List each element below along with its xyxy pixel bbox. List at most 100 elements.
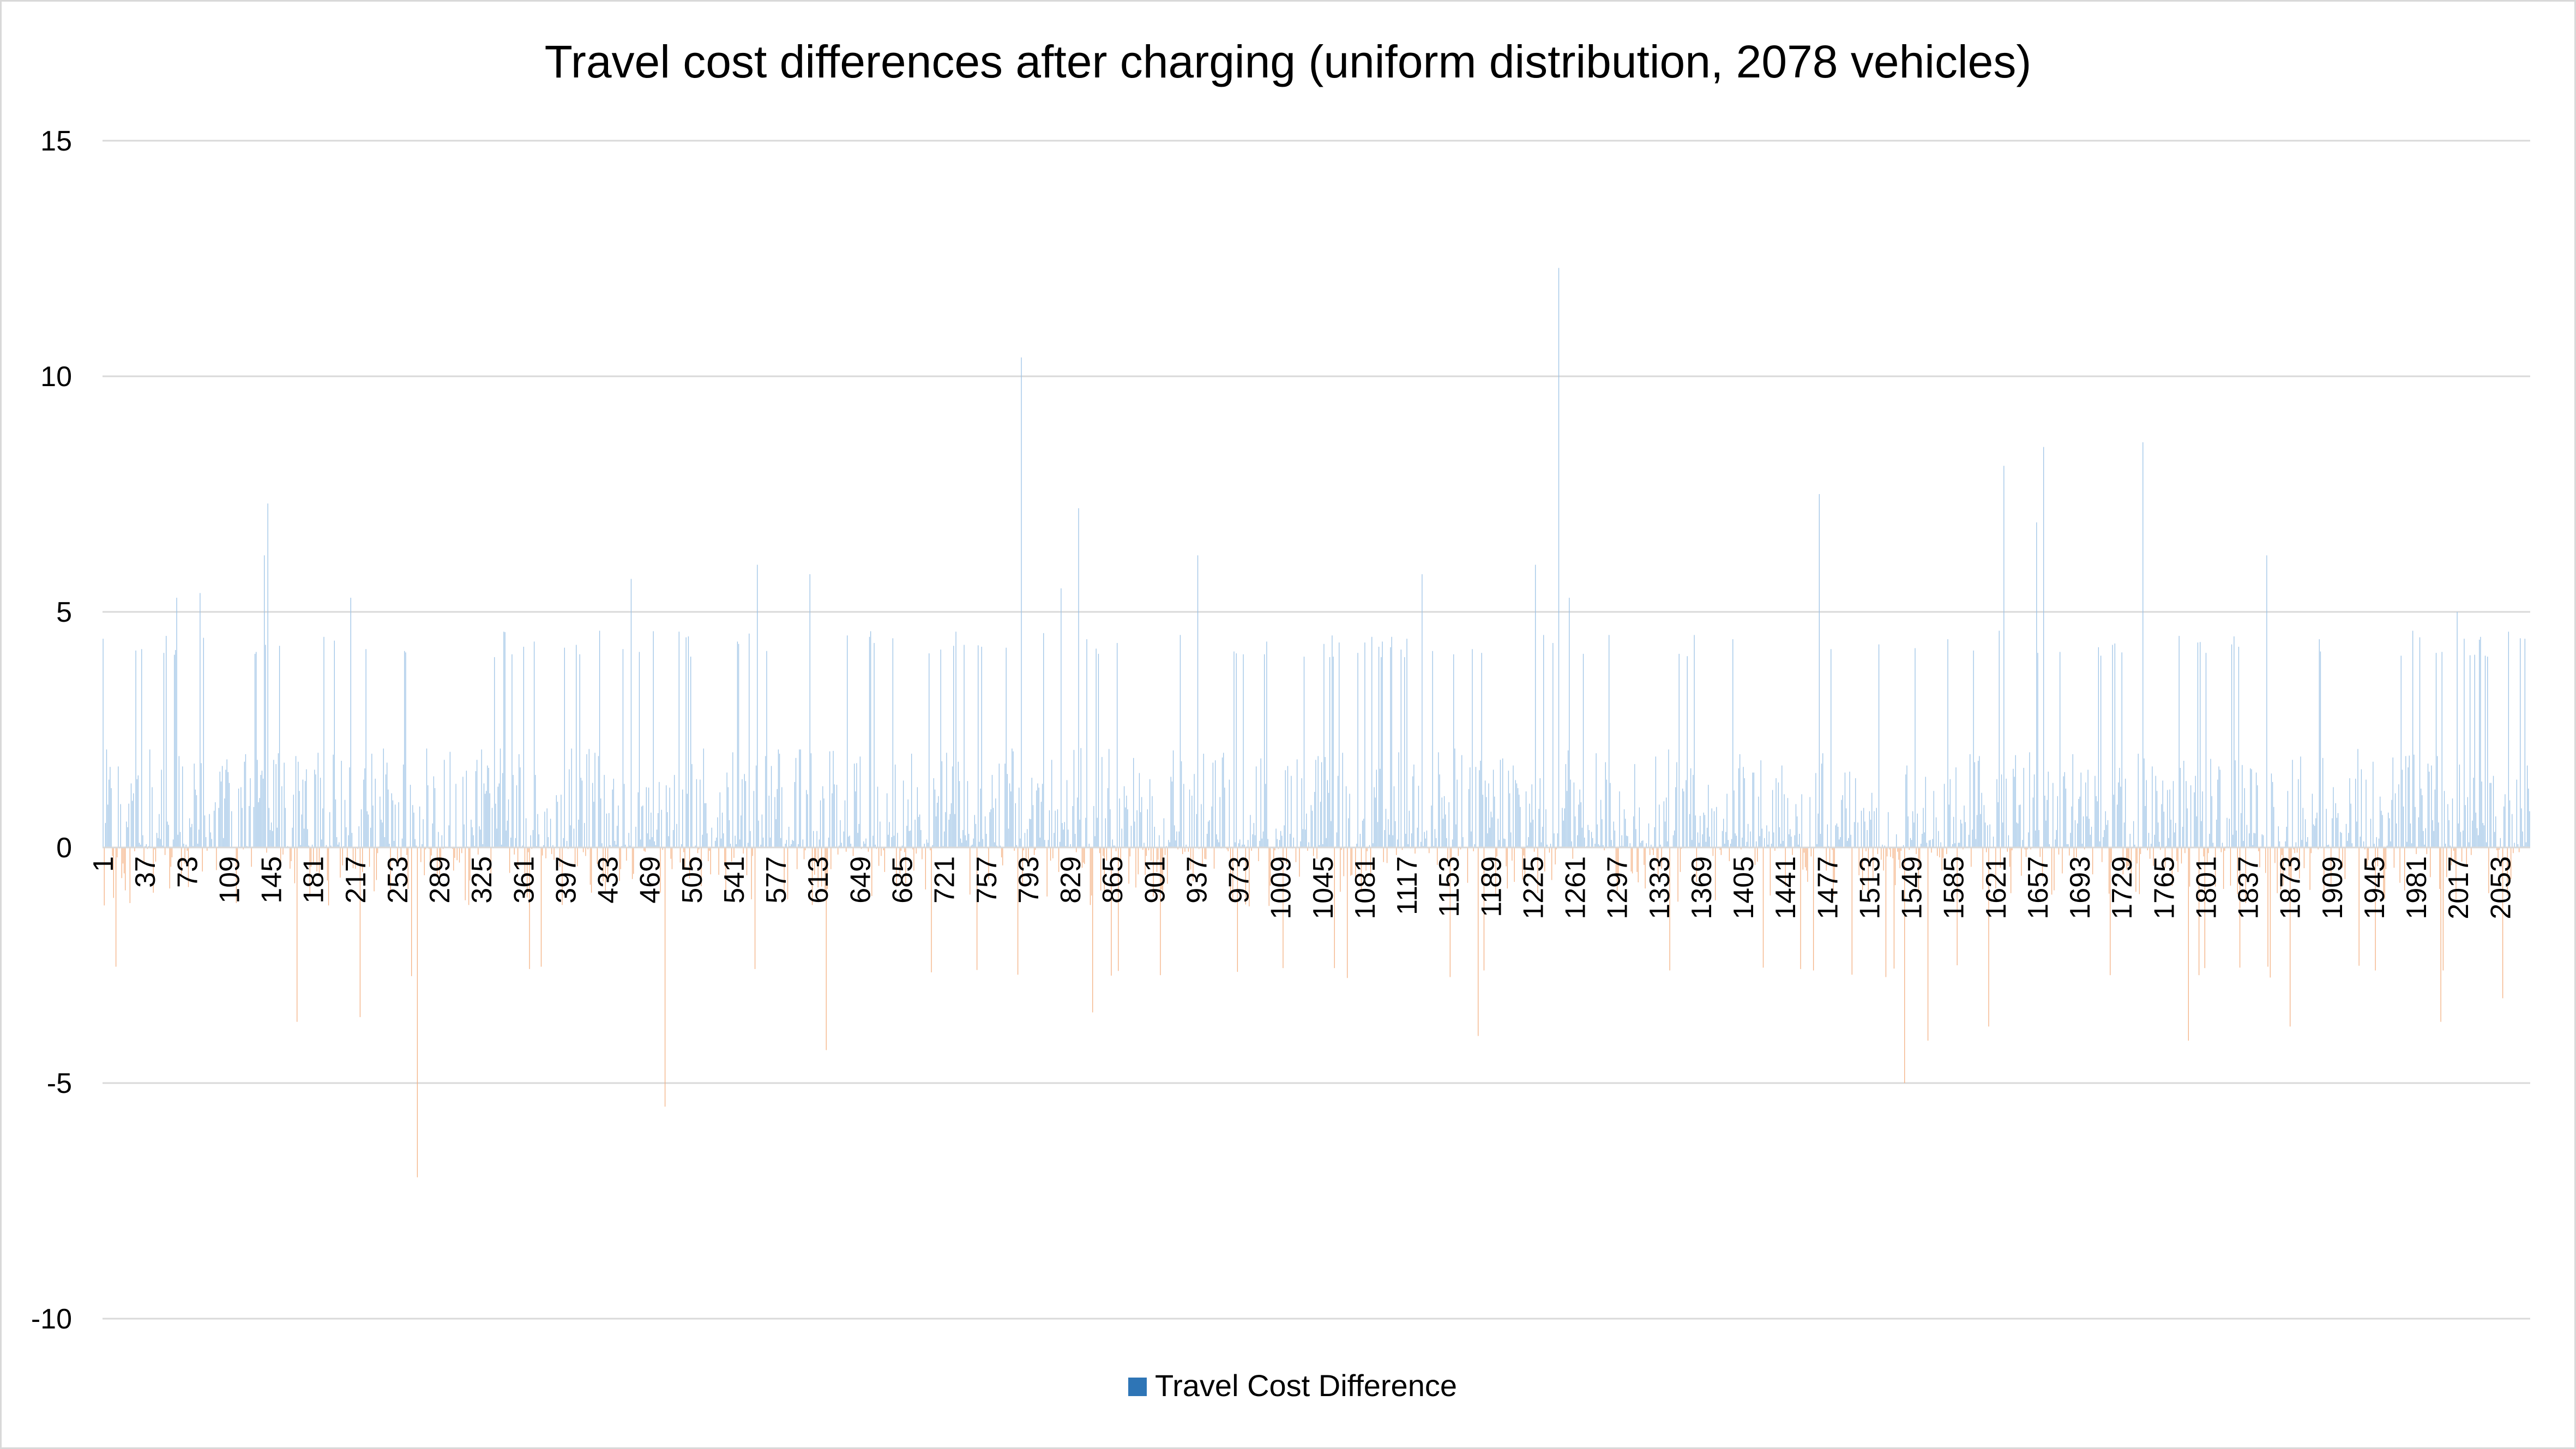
bar (412, 805, 413, 847)
bar (683, 847, 684, 852)
bar (1417, 827, 1418, 847)
bar (1766, 825, 1767, 847)
bar (2304, 819, 2306, 847)
bar (2091, 826, 2092, 847)
bar (1988, 847, 1989, 1027)
bar (2312, 793, 2313, 847)
bar (197, 844, 198, 847)
bar (1773, 832, 1774, 847)
bar (1049, 810, 1050, 847)
bar (1510, 832, 1512, 847)
bar (323, 636, 324, 847)
bar (1134, 821, 1135, 847)
bar (2007, 847, 2008, 852)
bar (2489, 783, 2490, 847)
bar (2120, 786, 2121, 847)
bar (189, 818, 190, 847)
bar (2425, 828, 2426, 847)
bar (1877, 847, 1879, 855)
x-tick-label: 1477 (1812, 856, 1844, 919)
bar (1287, 766, 1289, 847)
bar (1779, 827, 1780, 847)
bar (307, 829, 308, 847)
bar (2049, 844, 2050, 847)
bar (2400, 656, 2402, 847)
bar (1577, 835, 1578, 847)
bar (2402, 769, 2403, 847)
bar (1827, 824, 1828, 847)
bar (398, 802, 399, 847)
bar (1044, 840, 1045, 847)
bar (1052, 847, 1054, 858)
bar (1355, 847, 1356, 879)
y-axis-tick-labels: 15 10 5 0 -5 -10 (31, 125, 72, 1335)
bar (316, 847, 317, 872)
x-tick-label: 1333 (1644, 856, 1676, 919)
bar (142, 835, 143, 847)
bar (329, 812, 330, 847)
bar (1695, 815, 1696, 847)
bar (1925, 777, 1926, 847)
bar (140, 844, 141, 847)
bar (911, 754, 912, 847)
y-tick-label: 15 (40, 125, 72, 157)
bar (914, 820, 916, 847)
bar (1677, 847, 1678, 902)
bar (836, 785, 838, 847)
bar (2454, 847, 2455, 861)
bar (1736, 835, 1737, 847)
bar (910, 830, 911, 847)
bar (1911, 840, 1912, 847)
bar (1314, 792, 1315, 847)
bar (635, 826, 636, 847)
bar (1447, 847, 1448, 859)
bar (2273, 807, 2274, 847)
bar (1285, 770, 1286, 847)
bar (1497, 819, 1498, 847)
bar (1467, 847, 1468, 883)
bar (2293, 847, 2294, 850)
bar (571, 748, 572, 847)
bar (724, 847, 725, 867)
bar (1224, 787, 1225, 847)
bar (2500, 838, 2501, 847)
bar (1236, 653, 1237, 847)
bar (1543, 635, 1544, 847)
bar (2236, 830, 2237, 847)
bar (828, 837, 829, 847)
bar (1538, 809, 1539, 847)
bar (2177, 847, 2178, 872)
bar (2038, 830, 2039, 847)
bar (456, 847, 458, 861)
bar (2383, 847, 2384, 895)
bar (1146, 847, 1147, 856)
bar (606, 813, 607, 847)
bar (1259, 840, 1260, 847)
bar (2210, 759, 2211, 847)
bar (1767, 844, 1768, 847)
bar (224, 798, 225, 847)
bar (236, 847, 237, 903)
bar (1375, 797, 1376, 847)
bar (2022, 840, 2023, 847)
bar (681, 844, 682, 847)
bar (1780, 844, 1781, 847)
bar (508, 799, 509, 847)
bar (633, 847, 634, 874)
bar (877, 786, 878, 847)
bar (276, 827, 278, 847)
bar (2051, 847, 2053, 895)
x-tick-label: 217 (340, 856, 372, 904)
bar (2481, 781, 2482, 847)
bar (1119, 798, 1120, 847)
bar (684, 847, 685, 869)
bar (1768, 831, 1770, 847)
bar (1787, 798, 1789, 847)
bar (1367, 847, 1368, 851)
bar (1239, 839, 1241, 847)
bar (1918, 847, 1919, 893)
bar (547, 837, 549, 847)
bar (1266, 641, 1267, 847)
bar (2410, 823, 2411, 847)
bar (2035, 830, 2036, 847)
